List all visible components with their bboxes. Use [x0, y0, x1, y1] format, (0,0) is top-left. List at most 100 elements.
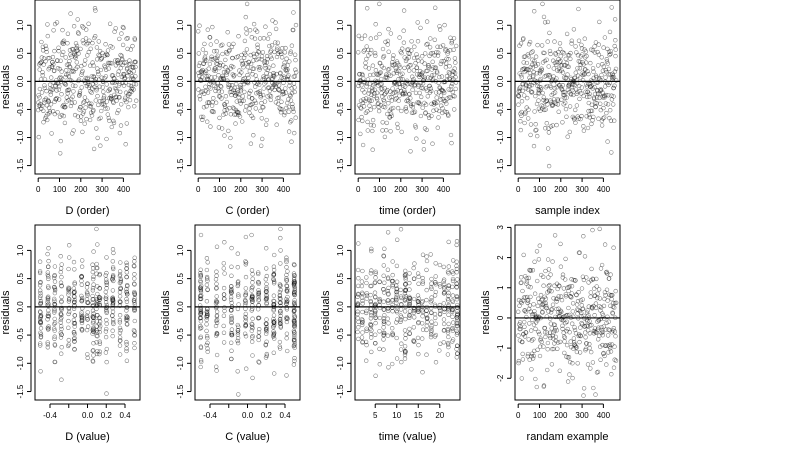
data-point: [104, 296, 109, 302]
data-point: [235, 251, 240, 256]
data-point: [96, 102, 101, 108]
data-point: [611, 102, 616, 107]
data-point: [264, 246, 269, 251]
data-point: [85, 315, 90, 320]
data-point: [381, 290, 387, 295]
y-axis-label: residuals: [0, 64, 12, 109]
data-point: [520, 339, 525, 345]
data-point: [598, 308, 603, 313]
data-point: [551, 336, 556, 341]
data-point: [424, 287, 429, 293]
data-point: [94, 261, 99, 267]
data-point: [124, 274, 129, 280]
data-point: [432, 293, 438, 298]
data-point: [381, 53, 387, 59]
data-point: [579, 46, 585, 51]
data-point: [598, 316, 603, 322]
data-point: [373, 332, 378, 337]
data-point: [124, 339, 129, 345]
data-point: [424, 127, 429, 133]
data-point: [45, 295, 50, 300]
data-point: [359, 36, 364, 41]
data-point: [526, 284, 531, 289]
data-point: [65, 31, 71, 36]
data-point: [595, 369, 601, 375]
data-point: [373, 35, 379, 40]
data-point: [45, 33, 50, 39]
data-point: [531, 353, 536, 359]
data-point: [424, 42, 429, 47]
data-point: [213, 323, 219, 329]
data-point: [386, 49, 391, 54]
data-point: [558, 339, 563, 345]
data-point: [225, 69, 231, 74]
data-point: [37, 295, 43, 300]
data-point: [420, 275, 425, 281]
data-point: [415, 307, 421, 313]
data-point: [220, 51, 225, 57]
data-point: [256, 271, 261, 277]
data-point: [271, 302, 277, 307]
data-point: [45, 251, 50, 257]
data-point: [370, 88, 375, 93]
data-point: [538, 78, 543, 83]
data-point: [371, 72, 376, 77]
data-point: [213, 305, 219, 311]
data-point: [117, 269, 123, 274]
data-point: [415, 299, 421, 304]
data-point: [401, 28, 406, 33]
data-point: [48, 92, 53, 97]
data-point: [44, 49, 49, 55]
data-point: [80, 68, 85, 74]
data-point: [237, 114, 243, 119]
data-point: [377, 362, 382, 367]
data-point: [519, 280, 524, 285]
data-point: [434, 95, 439, 100]
data-point: [204, 342, 209, 348]
data-point: [407, 331, 412, 336]
data-point: [597, 296, 603, 301]
data-point: [243, 290, 249, 296]
data-point: [214, 286, 219, 291]
data-point: [381, 337, 386, 342]
data-point: [88, 46, 93, 51]
data-point: [558, 54, 563, 59]
data-point: [111, 120, 117, 126]
data-point: [529, 367, 534, 372]
data-point: [243, 234, 249, 240]
data-point: [242, 298, 248, 303]
data-point: [574, 78, 579, 83]
data-point: [420, 336, 425, 341]
data-point: [407, 303, 412, 309]
data-point: [375, 101, 380, 107]
data-point: [580, 52, 585, 57]
data-point: [84, 285, 90, 290]
data-point: [284, 259, 289, 265]
data-point: [452, 66, 457, 71]
data-point: [115, 110, 120, 116]
data-point: [601, 324, 606, 329]
data-point: [382, 280, 387, 285]
data-point: [382, 313, 387, 318]
data-point: [38, 288, 43, 293]
data-point: [373, 22, 378, 27]
data-point: [442, 22, 447, 28]
data-point: [363, 60, 368, 66]
data-point: [525, 300, 530, 305]
data-point: [72, 320, 78, 326]
data-point: [355, 303, 360, 308]
data-point: [272, 299, 277, 304]
data-point: [104, 136, 109, 142]
data-point: [132, 329, 137, 334]
data-point: [407, 313, 412, 318]
data-point: [614, 78, 619, 83]
data-point: [91, 274, 96, 279]
data-point: [375, 97, 380, 102]
data-point: [579, 85, 584, 90]
data-point: [211, 96, 216, 101]
y-tick-label: -1.5: [176, 384, 185, 398]
data-point: [52, 111, 57, 117]
data-point: [289, 43, 295, 48]
